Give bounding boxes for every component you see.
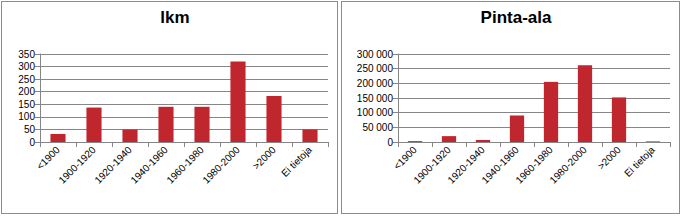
svg-text:>2000: >2000: [250, 144, 278, 172]
svg-text:50 000: 50 000: [362, 122, 393, 133]
svg-text:1960-1980: 1960-1980: [164, 144, 206, 186]
svg-text:Pinta-ala: Pinta-ala: [481, 8, 552, 27]
svg-text:1960-1980: 1960-1980: [513, 144, 555, 186]
svg-text:1900-1920: 1900-1920: [56, 144, 98, 186]
svg-text:1940-1960: 1940-1960: [128, 144, 170, 186]
svg-text:250 000: 250 000: [357, 63, 394, 74]
svg-text:1920-1940: 1920-1940: [92, 144, 134, 186]
svg-text:250: 250: [18, 74, 35, 85]
svg-text:1900-1920: 1900-1920: [411, 144, 453, 186]
svg-text:100 000: 100 000: [357, 107, 394, 118]
svg-text:200: 200: [18, 86, 35, 97]
svg-text:1980-2000: 1980-2000: [547, 144, 589, 186]
svg-text:0: 0: [29, 137, 35, 148]
svg-text:300: 300: [18, 61, 35, 72]
svg-text:150: 150: [18, 99, 35, 110]
svg-text:300 000: 300 000: [357, 49, 394, 60]
svg-text:<1900: <1900: [34, 144, 62, 172]
svg-text:50: 50: [24, 124, 36, 135]
svg-text:lkm: lkm: [160, 8, 189, 27]
svg-text:200 000: 200 000: [357, 78, 394, 89]
svg-text:<1900: <1900: [391, 144, 419, 172]
svg-text:100: 100: [18, 111, 35, 122]
svg-text:1940-1960: 1940-1960: [479, 144, 521, 186]
svg-text:1920-1940: 1920-1940: [445, 144, 487, 186]
svg-text:>2000: >2000: [595, 144, 623, 172]
svg-text:0: 0: [387, 137, 393, 148]
svg-text:Ei tietoja: Ei tietoja: [279, 144, 314, 179]
svg-text:150 000: 150 000: [357, 93, 394, 104]
svg-text:Ei tietoja: Ei tietoja: [622, 144, 657, 179]
svg-text:350: 350: [18, 49, 35, 60]
svg-text:1980-2000: 1980-2000: [200, 144, 242, 186]
